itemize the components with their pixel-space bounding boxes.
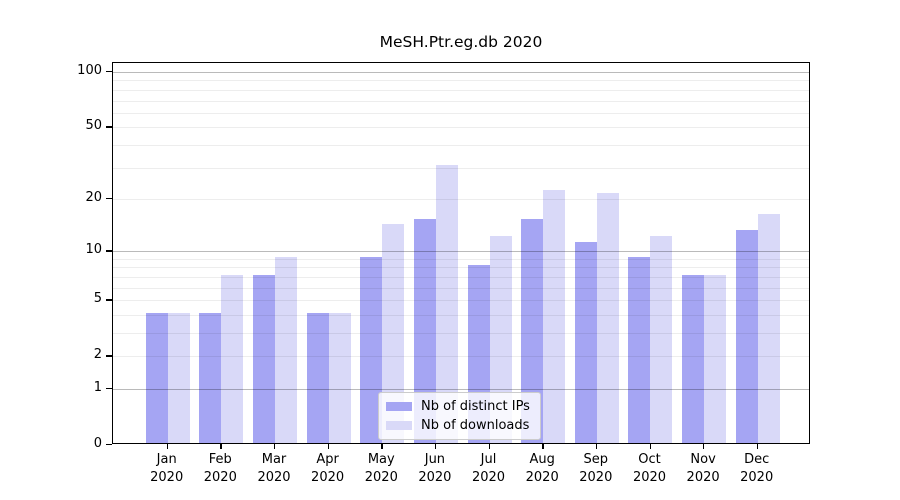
bar-distinct-ips-nov [682, 274, 705, 443]
gridline-minor-6 [113, 287, 809, 289]
x-tick-jun [434, 444, 437, 449]
x-tick-label-jan: Jan 2020 [150, 452, 184, 485]
bar-distinct-ips-aug [521, 218, 544, 443]
gridline-minor-7 [113, 276, 809, 278]
gridline-major-10 [113, 251, 809, 253]
x-tick-label-mar: Mar 2020 [257, 452, 291, 485]
x-tick-nov [703, 444, 705, 449]
y-tick-20 [106, 197, 112, 200]
x-tick-sep [595, 444, 598, 449]
x-tick-label-sep: Sep 2020 [579, 452, 613, 485]
y-tick-label-20: 20 [85, 189, 102, 205]
x-tick-may [381, 444, 383, 449]
gridline-minor-5 [113, 300, 809, 302]
x-tick-label-jul: Jul 2020 [471, 452, 506, 485]
y-tick-label-50: 50 [85, 118, 102, 134]
y-tick-5 [106, 299, 112, 301]
bar-downloads-jul [489, 235, 512, 443]
x-tick-label-feb: Feb 2020 [203, 452, 237, 485]
x-tick-feb [220, 444, 222, 449]
chart-title: MeSH.Ptr.eg.db 2020 [379, 33, 543, 51]
bar-downloads-nov [704, 274, 727, 443]
bar-downloads-apr [328, 312, 351, 443]
legend-item-distinct-ips: Nb of distinct IPs [386, 399, 530, 414]
y-tick-10 [106, 250, 112, 252]
plot-area [112, 62, 810, 444]
x-tick-label-nov: Nov 2020 [686, 452, 720, 485]
x-tick-oct [649, 444, 651, 449]
x-tick-aug [542, 444, 544, 449]
bar-distinct-ips-may [360, 256, 383, 443]
x-tick-label-jun: Jun 2020 [418, 452, 452, 485]
y-tick-label-5: 5 [93, 291, 102, 307]
legend-swatch-downloads [386, 421, 412, 430]
bar-distinct-ips-dec [735, 229, 758, 443]
x-tick-jan [166, 444, 169, 449]
gridline-minor-20 [113, 198, 809, 200]
y-tick-100 [106, 71, 112, 73]
bar-distinct-ips-feb [199, 312, 222, 443]
y-tick-0 [106, 444, 112, 446]
x-tick-label-dec: Dec 2020 [740, 452, 774, 485]
bar-downloads-mar [274, 256, 297, 443]
y-tick-1 [106, 388, 112, 390]
bar-downloads-jun [435, 165, 458, 443]
gridline-major-100 [113, 72, 809, 73]
bar-downloads-oct [650, 235, 673, 443]
y-tick-label-100: 100 [77, 63, 102, 78]
legend-swatch-distinct-ips [386, 402, 412, 411]
legend-label-downloads: Nb of downloads [421, 418, 530, 433]
x-tick-apr [327, 444, 329, 449]
gridline-minor-90 [113, 80, 809, 82]
gridline-minor-9 [113, 258, 809, 260]
gridline-minor-30 [113, 167, 809, 169]
y-tick-2 [106, 355, 112, 357]
x-tick-label-may: May 2020 [364, 452, 398, 485]
bar-downloads-dec [757, 214, 780, 443]
bar-distinct-ips-sep [574, 242, 597, 443]
bar-downloads-aug [543, 189, 566, 443]
bar-downloads-may [382, 224, 405, 443]
x-tick-label-apr: Apr 2020 [311, 452, 345, 485]
gridline-major-1 [113, 389, 809, 390]
gridline-minor-70 [113, 100, 809, 102]
x-tick-dec [756, 444, 759, 449]
x-tick-mar [274, 444, 276, 449]
gridline-minor-50 [113, 127, 809, 129]
bar-downloads-sep [596, 193, 619, 443]
legend-item-downloads: Nb of downloads [386, 418, 530, 433]
gridline-minor-40 [113, 144, 809, 146]
x-tick-label-oct: Oct 2020 [632, 452, 667, 485]
bar-distinct-ips-jan [145, 312, 168, 443]
y-tick-label-0: 0 [93, 436, 102, 451]
gridline-minor-4 [113, 314, 809, 316]
x-tick-label-aug: Aug 2020 [525, 452, 559, 485]
y-tick-50 [106, 126, 112, 128]
legend: Nb of distinct IPs Nb of downloads [378, 392, 541, 440]
gridline-minor-2 [113, 356, 809, 358]
bar-distinct-ips-oct [628, 256, 651, 443]
gridline-minor-3 [113, 333, 809, 334]
gridline-minor-8 [113, 267, 809, 269]
y-tick-label-1: 1 [93, 380, 102, 395]
bar-downloads-feb [221, 274, 244, 443]
bar-distinct-ips-apr [306, 312, 329, 443]
legend-label-distinct-ips: Nb of distinct IPs [421, 399, 530, 414]
bar-distinct-ips-mar [252, 274, 275, 443]
y-tick-label-10: 10 [85, 242, 102, 258]
y-tick-label-2: 2 [93, 347, 102, 363]
bar-downloads-jan [167, 312, 190, 443]
x-tick-jul [488, 444, 490, 449]
gridline-minor-80 [113, 89, 809, 91]
bar-distinct-ips-jun [413, 218, 436, 443]
gridline-minor-60 [113, 112, 809, 114]
